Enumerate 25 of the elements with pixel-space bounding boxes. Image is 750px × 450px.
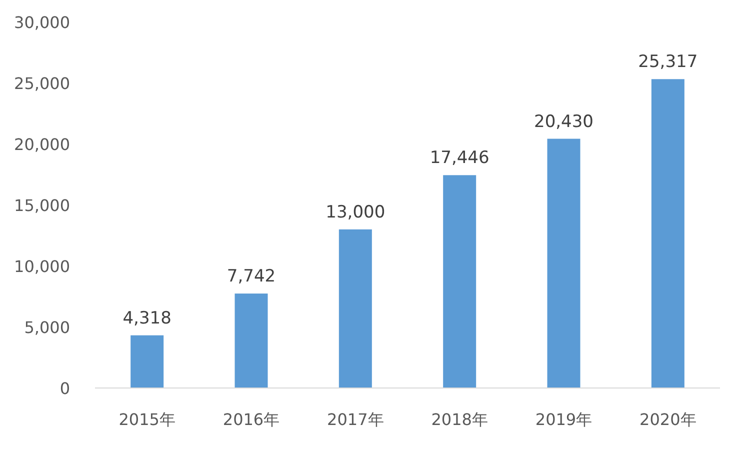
data-label: 7,742 <box>226 266 276 287</box>
bar <box>338 229 372 388</box>
y-tick-label: 15,000 <box>14 196 70 215</box>
data-label: 17,446 <box>430 148 490 168</box>
data-label: 4,318 <box>122 308 172 328</box>
bar <box>130 335 164 388</box>
bar <box>547 138 580 388</box>
bar <box>651 79 684 388</box>
y-tick-label: 10,000 <box>14 257 70 276</box>
x-tick-label: 2017年 <box>327 410 384 429</box>
x-tick-label: 2015年 <box>118 410 176 429</box>
data-label: 25,317 <box>638 52 698 72</box>
data-label: 13,000 <box>326 202 386 222</box>
y-tick-label: 20,000 <box>14 135 70 154</box>
y-tick-label: 5,000 <box>24 318 70 337</box>
y-tick-label: 0 <box>60 379 70 398</box>
y-tick-label: 25,000 <box>14 74 70 93</box>
bar <box>443 175 476 388</box>
x-tick-label: 2016年 <box>222 410 280 429</box>
x-tick-label: 2018年 <box>431 410 488 429</box>
y-tick-label: 30,000 <box>14 13 70 32</box>
data-label: 20,430 <box>534 112 594 132</box>
x-tick-label: 2020年 <box>640 410 696 429</box>
x-tick-label: 2019年 <box>535 410 592 429</box>
bar <box>234 294 268 388</box>
